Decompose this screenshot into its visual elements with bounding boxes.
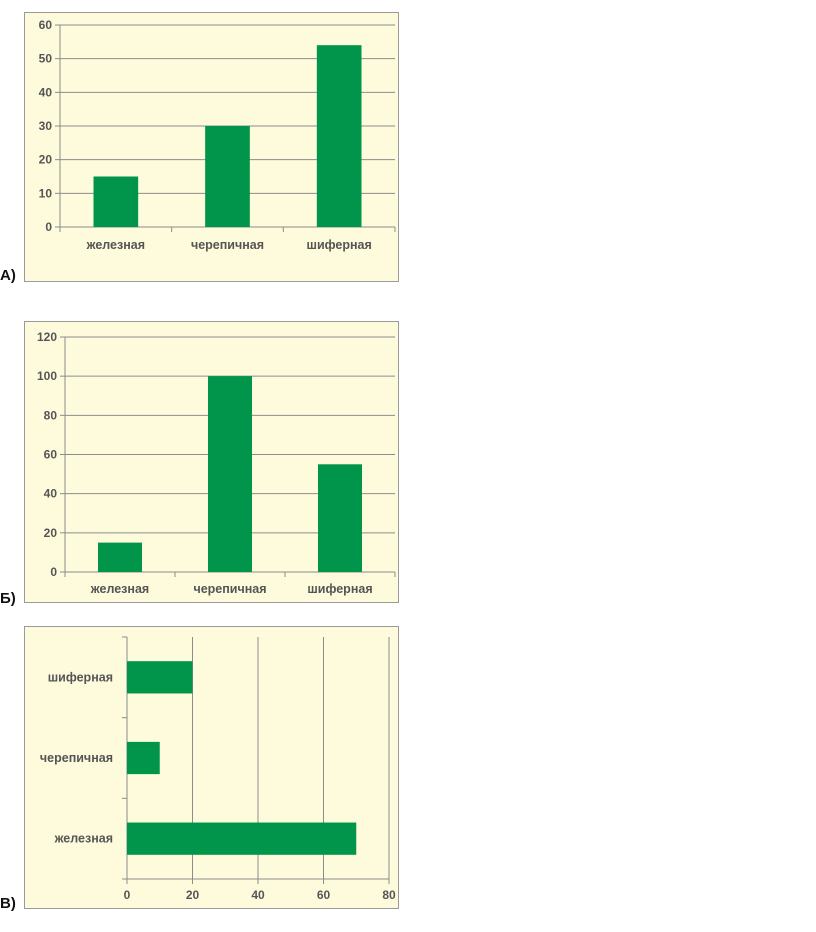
y-tick-label: 80 bbox=[44, 408, 58, 422]
category-label: железная bbox=[90, 582, 149, 596]
y-tick-label: 0 bbox=[45, 220, 52, 234]
chart-panel-a: 0 10 20 30 40 50 60 железная черепичная шиферная bbox=[24, 12, 399, 282]
y-tick-label: 120 bbox=[37, 330, 57, 344]
y-tick-label: 20 bbox=[44, 526, 58, 540]
panel-label-a: А) bbox=[0, 267, 16, 284]
bar-шиферная bbox=[318, 464, 362, 572]
category-label: железная bbox=[86, 238, 145, 252]
category-label: железная bbox=[54, 832, 113, 846]
category-label: черепичная bbox=[40, 751, 113, 765]
category-label: шиферная bbox=[307, 582, 372, 596]
category-label: шиферная bbox=[48, 670, 113, 684]
x-tick-label: 20 bbox=[186, 888, 200, 902]
category-label: черепичная bbox=[193, 582, 266, 596]
x-tick-label: 40 bbox=[251, 888, 265, 902]
y-tick-label: 20 bbox=[39, 153, 53, 167]
x-tick-label: 80 bbox=[382, 888, 396, 902]
bar-chart-a: 0 10 20 30 40 50 60 железная черепичная шиферная bbox=[39, 18, 396, 252]
bar-железная bbox=[98, 542, 142, 572]
chart-panel-c: 0 20 40 60 80 железная черепичная шиферная bbox=[24, 626, 399, 909]
bar-железная bbox=[127, 822, 357, 855]
bar-шиферная bbox=[127, 661, 193, 694]
y-tick-label: 100 bbox=[37, 369, 57, 383]
bar-chart-c: 0 20 40 60 80 железная черепичная шиферная bbox=[40, 636, 396, 902]
chart-panel-b: 0 20 40 60 80 100 120 железная черепичная шиферна… bbox=[24, 321, 399, 603]
bar-черепичная bbox=[127, 741, 160, 775]
bar-черепичная bbox=[208, 376, 252, 572]
bar-железная bbox=[93, 176, 139, 227]
panel-label-c: В) bbox=[0, 895, 16, 912]
x-tick-label: 0 bbox=[124, 888, 131, 902]
y-tick-label: 0 bbox=[50, 565, 57, 579]
y-tick-label: 40 bbox=[44, 487, 58, 501]
y-tick-label: 10 bbox=[39, 186, 53, 200]
y-tick-label: 30 bbox=[39, 119, 53, 133]
bar-chart-b: 0 20 40 60 80 100 120 железная черепичная шиферна… bbox=[37, 330, 396, 596]
y-tick-label: 50 bbox=[39, 52, 53, 66]
bar-черепичная bbox=[205, 126, 250, 227]
y-tick-label: 60 bbox=[39, 18, 53, 32]
x-tick-label: 60 bbox=[317, 888, 331, 902]
y-tick-label: 40 bbox=[39, 85, 53, 99]
category-label: черепичная bbox=[191, 238, 264, 252]
category-label: шиферная bbox=[307, 238, 372, 252]
bar-шиферная bbox=[316, 45, 362, 228]
y-tick-label: 60 bbox=[44, 448, 58, 462]
panel-label-b: Б) bbox=[0, 590, 16, 607]
